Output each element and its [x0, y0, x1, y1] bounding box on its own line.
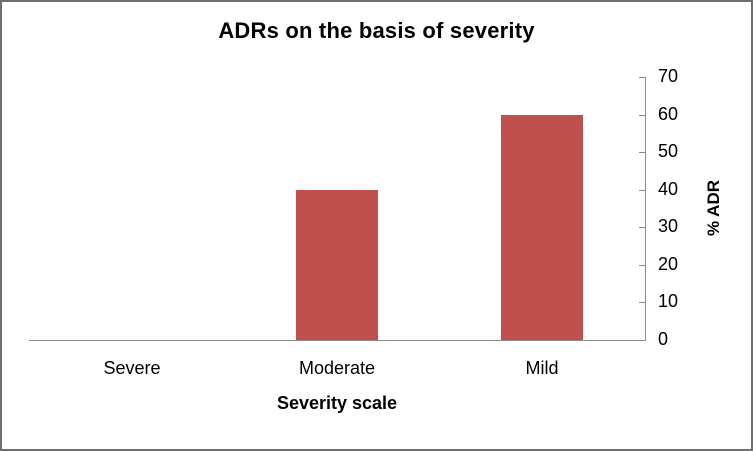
y-tick-mark [639, 227, 645, 228]
x-category-label-moderate: Moderate [298, 358, 376, 378]
y-axis-title: % ADR [704, 179, 723, 237]
y-tick-mark [639, 190, 645, 191]
y-tick-mark [639, 302, 645, 303]
bar-moderate [296, 190, 378, 340]
x-category-label-severe: Severe [103, 358, 161, 378]
y-tick-label: 40 [658, 179, 679, 200]
y-tick-mark [639, 115, 645, 116]
y-tick-label: 0 [658, 329, 669, 350]
y-tick-mark [639, 152, 645, 153]
y-tick-mark [639, 77, 645, 78]
plot-area [29, 77, 645, 340]
y-tick-label: 30 [658, 216, 679, 237]
y-tick-mark [639, 340, 645, 341]
y-axis-line [645, 77, 646, 341]
y-tick-label: 20 [658, 254, 679, 275]
y-tick-mark [639, 265, 645, 266]
chart-title: ADRs on the basis of severity [218, 18, 535, 43]
x-axis-line [29, 340, 646, 341]
x-category-label-mild: Mild [525, 358, 559, 378]
y-tick-label: 10 [658, 291, 679, 312]
x-axis-title: Severity scale [276, 393, 398, 413]
y-tick-label: 60 [658, 104, 679, 125]
y-tick-label: 50 [658, 141, 679, 162]
bar-mild [501, 115, 583, 340]
y-tick-label: 70 [658, 66, 679, 87]
